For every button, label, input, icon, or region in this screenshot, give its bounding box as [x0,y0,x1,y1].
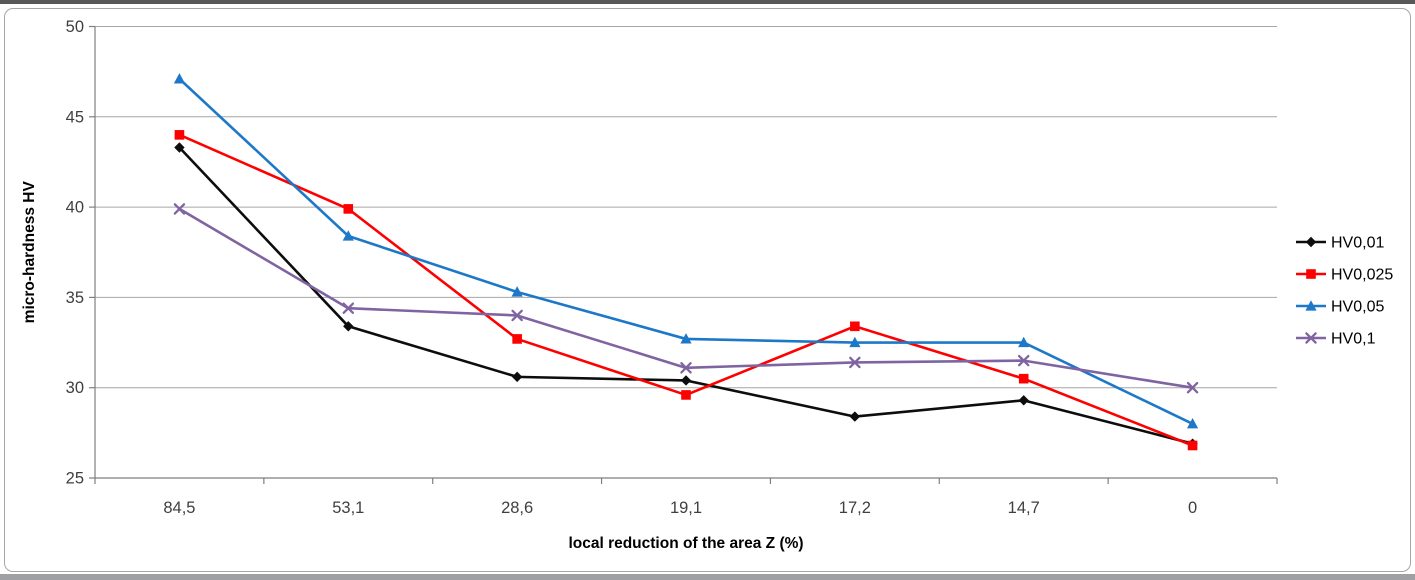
diamond-marker [1018,395,1029,406]
triangle-marker [1186,418,1199,429]
diamond-marker [849,411,861,422]
y-tick-label: 30 [66,379,84,397]
x-marker [849,356,861,369]
x-marker [1017,354,1030,367]
x-marker [511,309,523,322]
triangle-marker [511,286,523,297]
x-tick-label: 17,2 [839,499,871,517]
y-tick-label: 45 [66,108,84,126]
x-axis-title: local reduction of the area Z (%) [568,535,803,552]
square-marker [512,334,522,344]
x-tick-label: 84,5 [163,499,195,517]
y-tick-label: 40 [66,199,84,217]
diamond-marker [1305,236,1317,248]
diamond-marker [680,375,692,386]
square-marker [174,130,185,140]
x-tick-label: 28,6 [501,499,533,517]
triangle-marker [173,73,186,84]
x-marker [173,203,186,215]
diamond-marker [174,142,185,153]
square-marker [681,390,691,400]
diamond-marker [511,371,523,383]
x-marker [680,362,692,374]
square-marker [343,204,354,214]
square-marker [1187,440,1198,451]
x-tick-label: 14,7 [1008,499,1040,517]
legend-label-1: HV0,025 [1331,267,1393,284]
triangle-marker [680,333,692,344]
x-marker [1186,381,1199,394]
triangle-marker [1305,300,1317,311]
legend-label-2: HV0,05 [1331,299,1384,316]
y-tick-label: 35 [66,289,84,307]
diamond-marker [343,321,354,332]
series-line-2 [178,77,1194,425]
series-line-3 [178,207,1193,389]
triangle-marker [1018,336,1030,348]
y-tick-label: 50 [66,18,84,36]
legend-label-3: HV0,1 [1331,331,1376,348]
x-tick-label: 0 [1188,499,1197,517]
x-marker [1305,332,1317,344]
window-bottom-edge [0,574,1415,580]
square-marker [1018,373,1029,384]
x-tick-label: 19,1 [670,499,702,517]
x-marker [342,302,355,314]
square-marker [850,321,860,332]
square-marker [1306,269,1316,279]
triangle-marker [342,230,354,241]
y-axis-title: micro-hardness HV [21,181,38,324]
legend-label-0: HV0,01 [1331,235,1384,252]
y-tick-label: 25 [66,470,84,488]
x-tick-label: 53,1 [332,499,364,517]
triangle-marker [849,336,861,348]
window-top-edge [0,0,1415,4]
